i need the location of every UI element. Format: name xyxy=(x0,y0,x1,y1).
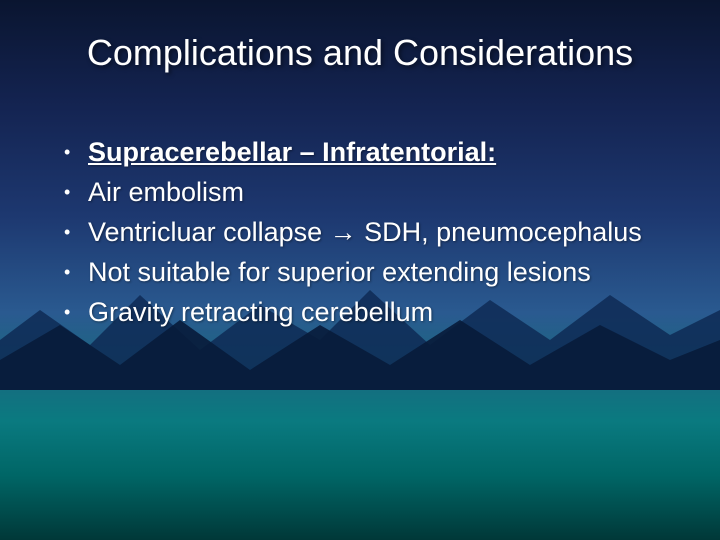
bullet-marker: • xyxy=(60,135,88,169)
bullet-list: • Supracerebellar – Infratentorial: • Ai… xyxy=(60,135,680,335)
bullet-text: Supracerebellar – Infratentorial: xyxy=(88,135,496,169)
bullet-text: Ventricluar collapse → SDH, pneumocephal… xyxy=(88,215,642,249)
bullet-item: • Air embolism xyxy=(60,175,680,209)
bullet-marker: • xyxy=(60,295,88,329)
bullet-item: • Ventricluar collapse → SDH, pneumoceph… xyxy=(60,215,680,249)
bullet-text: Air embolism xyxy=(88,175,244,209)
bullet-text: Not suitable for superior extending lesi… xyxy=(88,255,591,289)
bullet-text: Gravity retracting cerebellum xyxy=(88,295,433,329)
bullet-marker: • xyxy=(60,255,88,289)
slide-title: Complications and Considerations xyxy=(0,32,720,74)
bullet-item: • Not suitable for superior extending le… xyxy=(60,255,680,289)
bullet-item: • Gravity retracting cerebellum xyxy=(60,295,680,329)
bullet-marker: • xyxy=(60,175,88,209)
bullet-marker: • xyxy=(60,215,88,249)
bullet-item: • Supracerebellar – Infratentorial: xyxy=(60,135,680,169)
